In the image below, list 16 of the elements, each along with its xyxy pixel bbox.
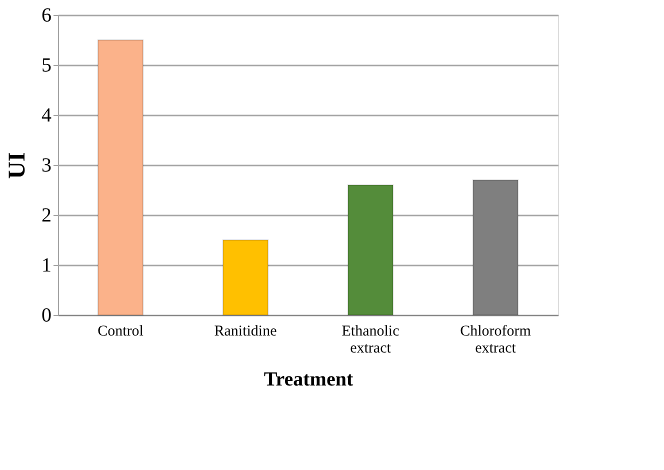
y-tick-label: 0: [42, 304, 52, 326]
x-tick-label: Control: [98, 324, 144, 340]
y-tick-label: 6: [42, 4, 52, 26]
y-tick-label: 3: [42, 154, 52, 176]
x-tick-label: Chloroform extract: [460, 324, 532, 356]
x-tick-label: Ranitidine: [214, 324, 278, 340]
y-axis-title: UI: [4, 152, 30, 179]
y-tick-label: 1: [42, 254, 52, 276]
x-axis-title: Treatment: [264, 368, 354, 390]
bar: [348, 184, 394, 316]
y-tick-label: 2: [42, 204, 52, 226]
y-tick-label: 4: [42, 104, 52, 126]
bar: [222, 240, 268, 316]
bar: [98, 40, 144, 316]
y-tick-label: 5: [42, 54, 52, 76]
x-tick-label: Ethanolic extract: [342, 324, 400, 356]
